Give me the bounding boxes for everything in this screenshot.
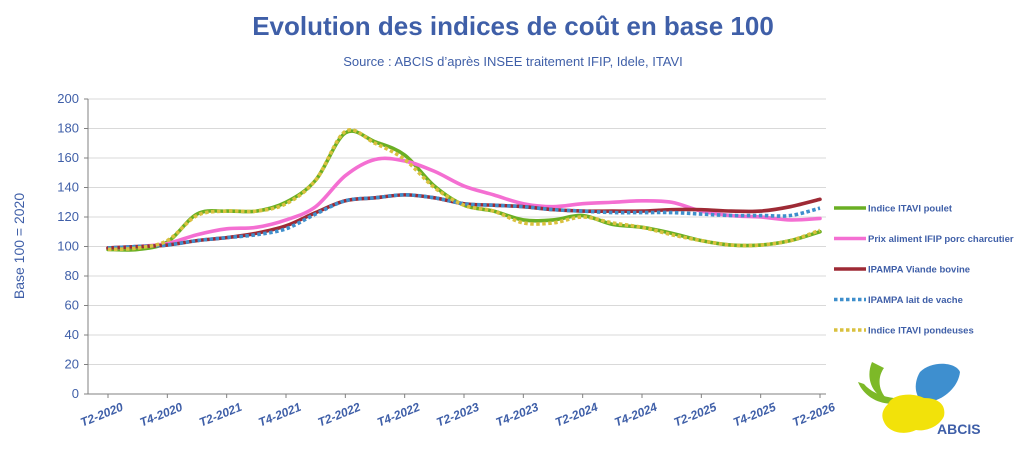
legend-label-2: Prix aliment IFIP porc charcutier bbox=[868, 234, 1014, 245]
gridlines bbox=[88, 98, 826, 395]
y-tick-label: 40 bbox=[65, 327, 79, 342]
x-tick-label: T2-2021 bbox=[197, 400, 244, 430]
y-tick-label: 120 bbox=[57, 209, 79, 224]
x-tick-label: T4-2022 bbox=[375, 400, 422, 430]
x-axis-ticks: T2-2020 T4-2020 T2-2021 T4-2021 T2-2022 T4-20… bbox=[78, 394, 837, 430]
series-line-3 bbox=[106, 193, 822, 250]
logo-text: ABCIS bbox=[937, 421, 981, 437]
legend: Indice ITAVI poulet Prix aliment IFIP por… bbox=[834, 204, 1014, 337]
x-tick-label: T2-2026 bbox=[790, 400, 837, 430]
logo-yellow-shape bbox=[882, 394, 945, 433]
y-tick-label: 160 bbox=[57, 150, 79, 165]
abcis-logo: ABCIS bbox=[858, 362, 981, 437]
x-tick-label: T4-2024 bbox=[612, 400, 659, 430]
x-tick-label: T2-2020 bbox=[78, 400, 125, 430]
logo-green-swoosh bbox=[858, 382, 910, 404]
y-axis-label: Base 100 = 2020 bbox=[11, 193, 27, 299]
y-tick-label: 180 bbox=[57, 121, 79, 136]
x-tick-label: T4-2025 bbox=[731, 400, 778, 430]
y-axis-ticks: 0 20 40 60 80 100 120 140 160 180 200 bbox=[57, 91, 88, 401]
y-tick-label: 140 bbox=[57, 180, 79, 195]
x-tick-label: T2-2022 bbox=[316, 400, 363, 430]
chart-title: Evolution des indices de coût en base 10… bbox=[252, 11, 774, 41]
legend-label-5: Indice ITAVI pondeuses bbox=[868, 326, 974, 337]
logo-green-leaf bbox=[869, 362, 888, 400]
x-tick-label: T2-2025 bbox=[672, 400, 719, 430]
logo-blue-shape bbox=[915, 363, 960, 403]
series-lines bbox=[106, 128, 822, 252]
x-tick-label: T2-2023 bbox=[434, 400, 481, 430]
legend-label-1: Indice ITAVI poulet bbox=[868, 204, 953, 215]
series-line-5 bbox=[107, 128, 821, 252]
x-tick-label: T4-2020 bbox=[138, 400, 185, 430]
legend-label-3: IPAMPA Viande bovine bbox=[868, 265, 970, 276]
x-tick-label: T2-2024 bbox=[553, 400, 600, 430]
y-tick-label: 0 bbox=[72, 386, 79, 401]
legend-label-4: IPAMPA lait de vache bbox=[868, 295, 963, 306]
y-tick-label: 20 bbox=[65, 357, 79, 372]
x-tick-label: T4-2023 bbox=[494, 400, 541, 430]
y-tick-label: 100 bbox=[57, 239, 79, 254]
x-tick-label: T4-2021 bbox=[256, 400, 303, 430]
y-tick-label: 80 bbox=[65, 268, 79, 283]
chart-subtitle: Source : ABCIS d’après INSEE traitement … bbox=[343, 54, 683, 69]
y-tick-label: 200 bbox=[57, 91, 79, 106]
series-line-4 bbox=[107, 193, 821, 250]
y-tick-label: 60 bbox=[65, 298, 79, 313]
